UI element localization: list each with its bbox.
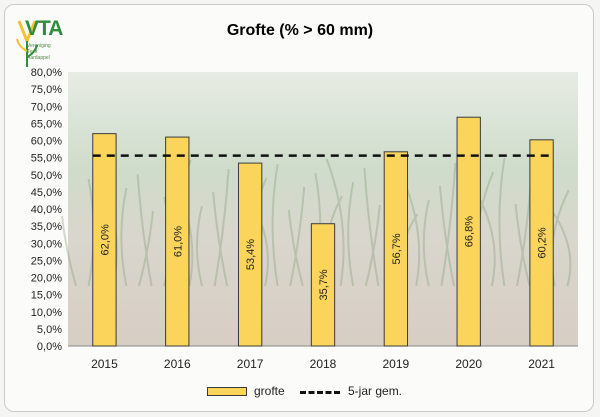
data-label-2019: 56,7% [391, 233, 403, 264]
foliage-stroke [136, 173, 153, 287]
logo-brand: VTA [25, 17, 63, 40]
y-tick-label: 10,0% [31, 307, 62, 319]
y-tick-label: 15,0% [31, 290, 62, 302]
legend-swatch-average [300, 391, 340, 394]
data-label-2020: 66,8% [464, 216, 476, 247]
bar-2015 [92, 133, 117, 347]
vta-logo: VTA Vereniging Teelt Aardappel [11, 11, 69, 75]
y-tick-label: 35,0% [31, 221, 62, 233]
foliage-stroke [476, 194, 496, 287]
chart-title: Grofte (% > 60 mm) [226, 22, 374, 39]
data-label-2021: 60,2% [537, 227, 549, 258]
legend-label-grofte: grofte [254, 384, 285, 398]
y-tick-label: 20,0% [31, 273, 62, 285]
logo-emblem-icon [16, 20, 38, 67]
foliage-stroke [213, 168, 230, 287]
logo-tagline-3: Aardappel [27, 55, 50, 61]
bar-2017 [237, 162, 263, 347]
foliage-stroke [514, 203, 531, 287]
y-tick-label: 5,0% [37, 324, 62, 336]
foliage-stroke [422, 199, 430, 287]
data-label-2017: 53,4% [245, 239, 257, 270]
y-tick-label: 55,0% [31, 153, 62, 165]
foliage-stroke [364, 204, 381, 287]
y-tick-label: 25,0% [31, 255, 62, 267]
bar-2021 [529, 139, 554, 347]
bar-2020 [456, 116, 481, 347]
foliage-stroke [212, 191, 229, 287]
foliage-stroke [347, 181, 355, 287]
foliage-stroke [120, 187, 128, 287]
foliage-stroke [287, 209, 304, 287]
x-tick-label-2018: 2018 [310, 357, 337, 371]
x-tick-label-2017: 2017 [237, 357, 264, 371]
foliage-stroke [289, 186, 306, 287]
x-tick-label-2021: 2021 [528, 357, 555, 371]
y-tick-label: 65,0% [31, 118, 62, 130]
x-tick-label-2015: 2015 [91, 357, 118, 371]
y-tick-label: 30,0% [31, 238, 62, 250]
logo-tagline-1: Vereniging [27, 43, 51, 49]
data-label-2015: 62,0% [99, 224, 111, 255]
data-label-2016: 61,0% [172, 226, 184, 257]
foliage-stroke [61, 215, 77, 287]
foliage-stroke [271, 163, 279, 287]
y-tick-label: 45,0% [31, 187, 62, 199]
foliage-stroke [439, 185, 455, 287]
foliage-stroke [196, 205, 203, 287]
foliage-stroke [552, 212, 572, 287]
y-tick-label: 80,0% [31, 67, 62, 79]
chart-legend: grofte 5-jar gem. [0, 383, 600, 401]
y-tick-label: 0,0% [37, 341, 62, 353]
legend-label-average: 5-jar gem. [348, 384, 403, 398]
legend-swatch-grofte [207, 387, 247, 396]
bar-2018 [310, 223, 336, 347]
y-tick-label: 75,0% [31, 84, 62, 96]
foliage-stroke [363, 167, 380, 287]
foliage-stroke [498, 157, 506, 287]
y-tick-label: 60,0% [31, 136, 62, 148]
foliage-stroke [440, 162, 457, 287]
y-tick-label: 70,0% [31, 101, 62, 113]
x-tick-label-2016: 2016 [164, 357, 191, 371]
y-tick-label: 50,0% [31, 170, 62, 182]
bar-2016 [165, 136, 190, 347]
x-tick-label-2019: 2019 [383, 357, 410, 371]
bar-2019 [383, 151, 409, 347]
y-tick-label: 40,0% [31, 204, 62, 216]
logo-tagline-2: Teelt [27, 49, 38, 55]
x-tick-label-2020: 2020 [455, 357, 482, 371]
foliage-stroke [325, 158, 345, 287]
foliage-stroke [138, 210, 154, 287]
data-label-2018: 35,7% [318, 269, 330, 300]
